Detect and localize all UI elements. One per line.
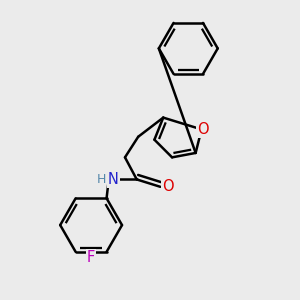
Text: O: O: [162, 179, 173, 194]
Text: H: H: [97, 173, 106, 186]
Text: O: O: [197, 122, 209, 137]
Text: F: F: [87, 250, 95, 265]
Text: N: N: [108, 172, 118, 187]
